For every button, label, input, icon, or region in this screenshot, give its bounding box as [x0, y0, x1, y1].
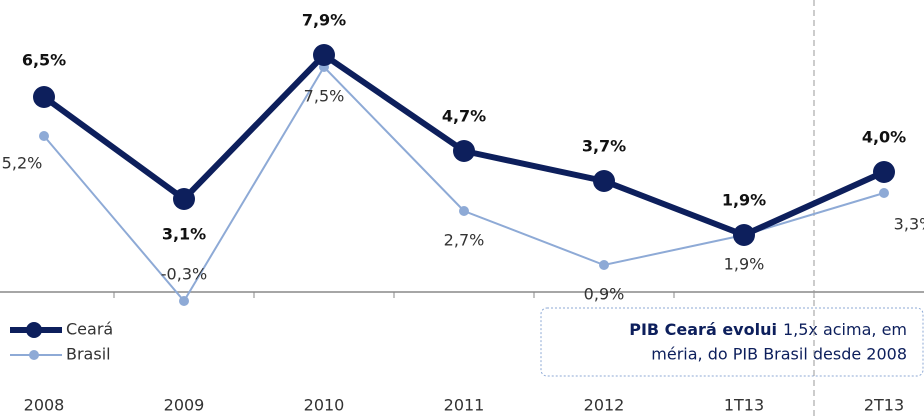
x-tick-label: 2T13 [864, 396, 904, 415]
data-label: 3,1% [162, 225, 206, 244]
annotation-line: PIB Ceará evolui 1,5x acima, em [629, 320, 907, 339]
data-label: -0,3% [161, 265, 207, 284]
legend-marker [29, 350, 39, 360]
data-label: 2,7% [444, 231, 485, 250]
point [733, 224, 755, 246]
data-label: 0,9% [584, 285, 625, 304]
annotation-bold: PIB Ceará evolui [629, 320, 777, 339]
annotation-box [540, 307, 924, 377]
point [173, 188, 195, 210]
data-label: 7,9% [302, 11, 346, 30]
annotation-text: 1,5x acima, em [783, 320, 907, 339]
legend-marker [26, 322, 42, 338]
legend-label: Brasil [66, 345, 111, 364]
data-label: 7,5% [304, 87, 345, 106]
point [453, 140, 475, 162]
legend-label: Ceará [66, 320, 113, 339]
point [313, 44, 335, 66]
data-label: 4,0% [862, 128, 906, 147]
x-tick-label: 2011 [444, 396, 485, 415]
x-tick-label: 2010 [304, 396, 345, 415]
data-label: 4,7% [442, 107, 486, 126]
x-tick-label: 1T13 [724, 396, 764, 415]
point [459, 206, 469, 216]
data-label: 1,9% [722, 191, 766, 210]
data-label: 3,3% [894, 215, 924, 234]
data-label: 6,5% [22, 51, 66, 70]
point [599, 260, 609, 270]
data-label: 3,7% [582, 137, 626, 156]
data-label: 5,2% [2, 154, 43, 173]
point [879, 188, 889, 198]
point [33, 86, 55, 108]
point [873, 161, 895, 183]
point [593, 170, 615, 192]
x-tick-label: 2009 [164, 396, 205, 415]
x-tick-label: 2012 [584, 396, 625, 415]
data-label: 1,9% [724, 255, 765, 274]
point [179, 296, 189, 306]
x-tick-label: 2008 [24, 396, 65, 415]
point [39, 131, 49, 141]
annotation-text: méria, do PIB Brasil desde 2008 [651, 345, 907, 364]
